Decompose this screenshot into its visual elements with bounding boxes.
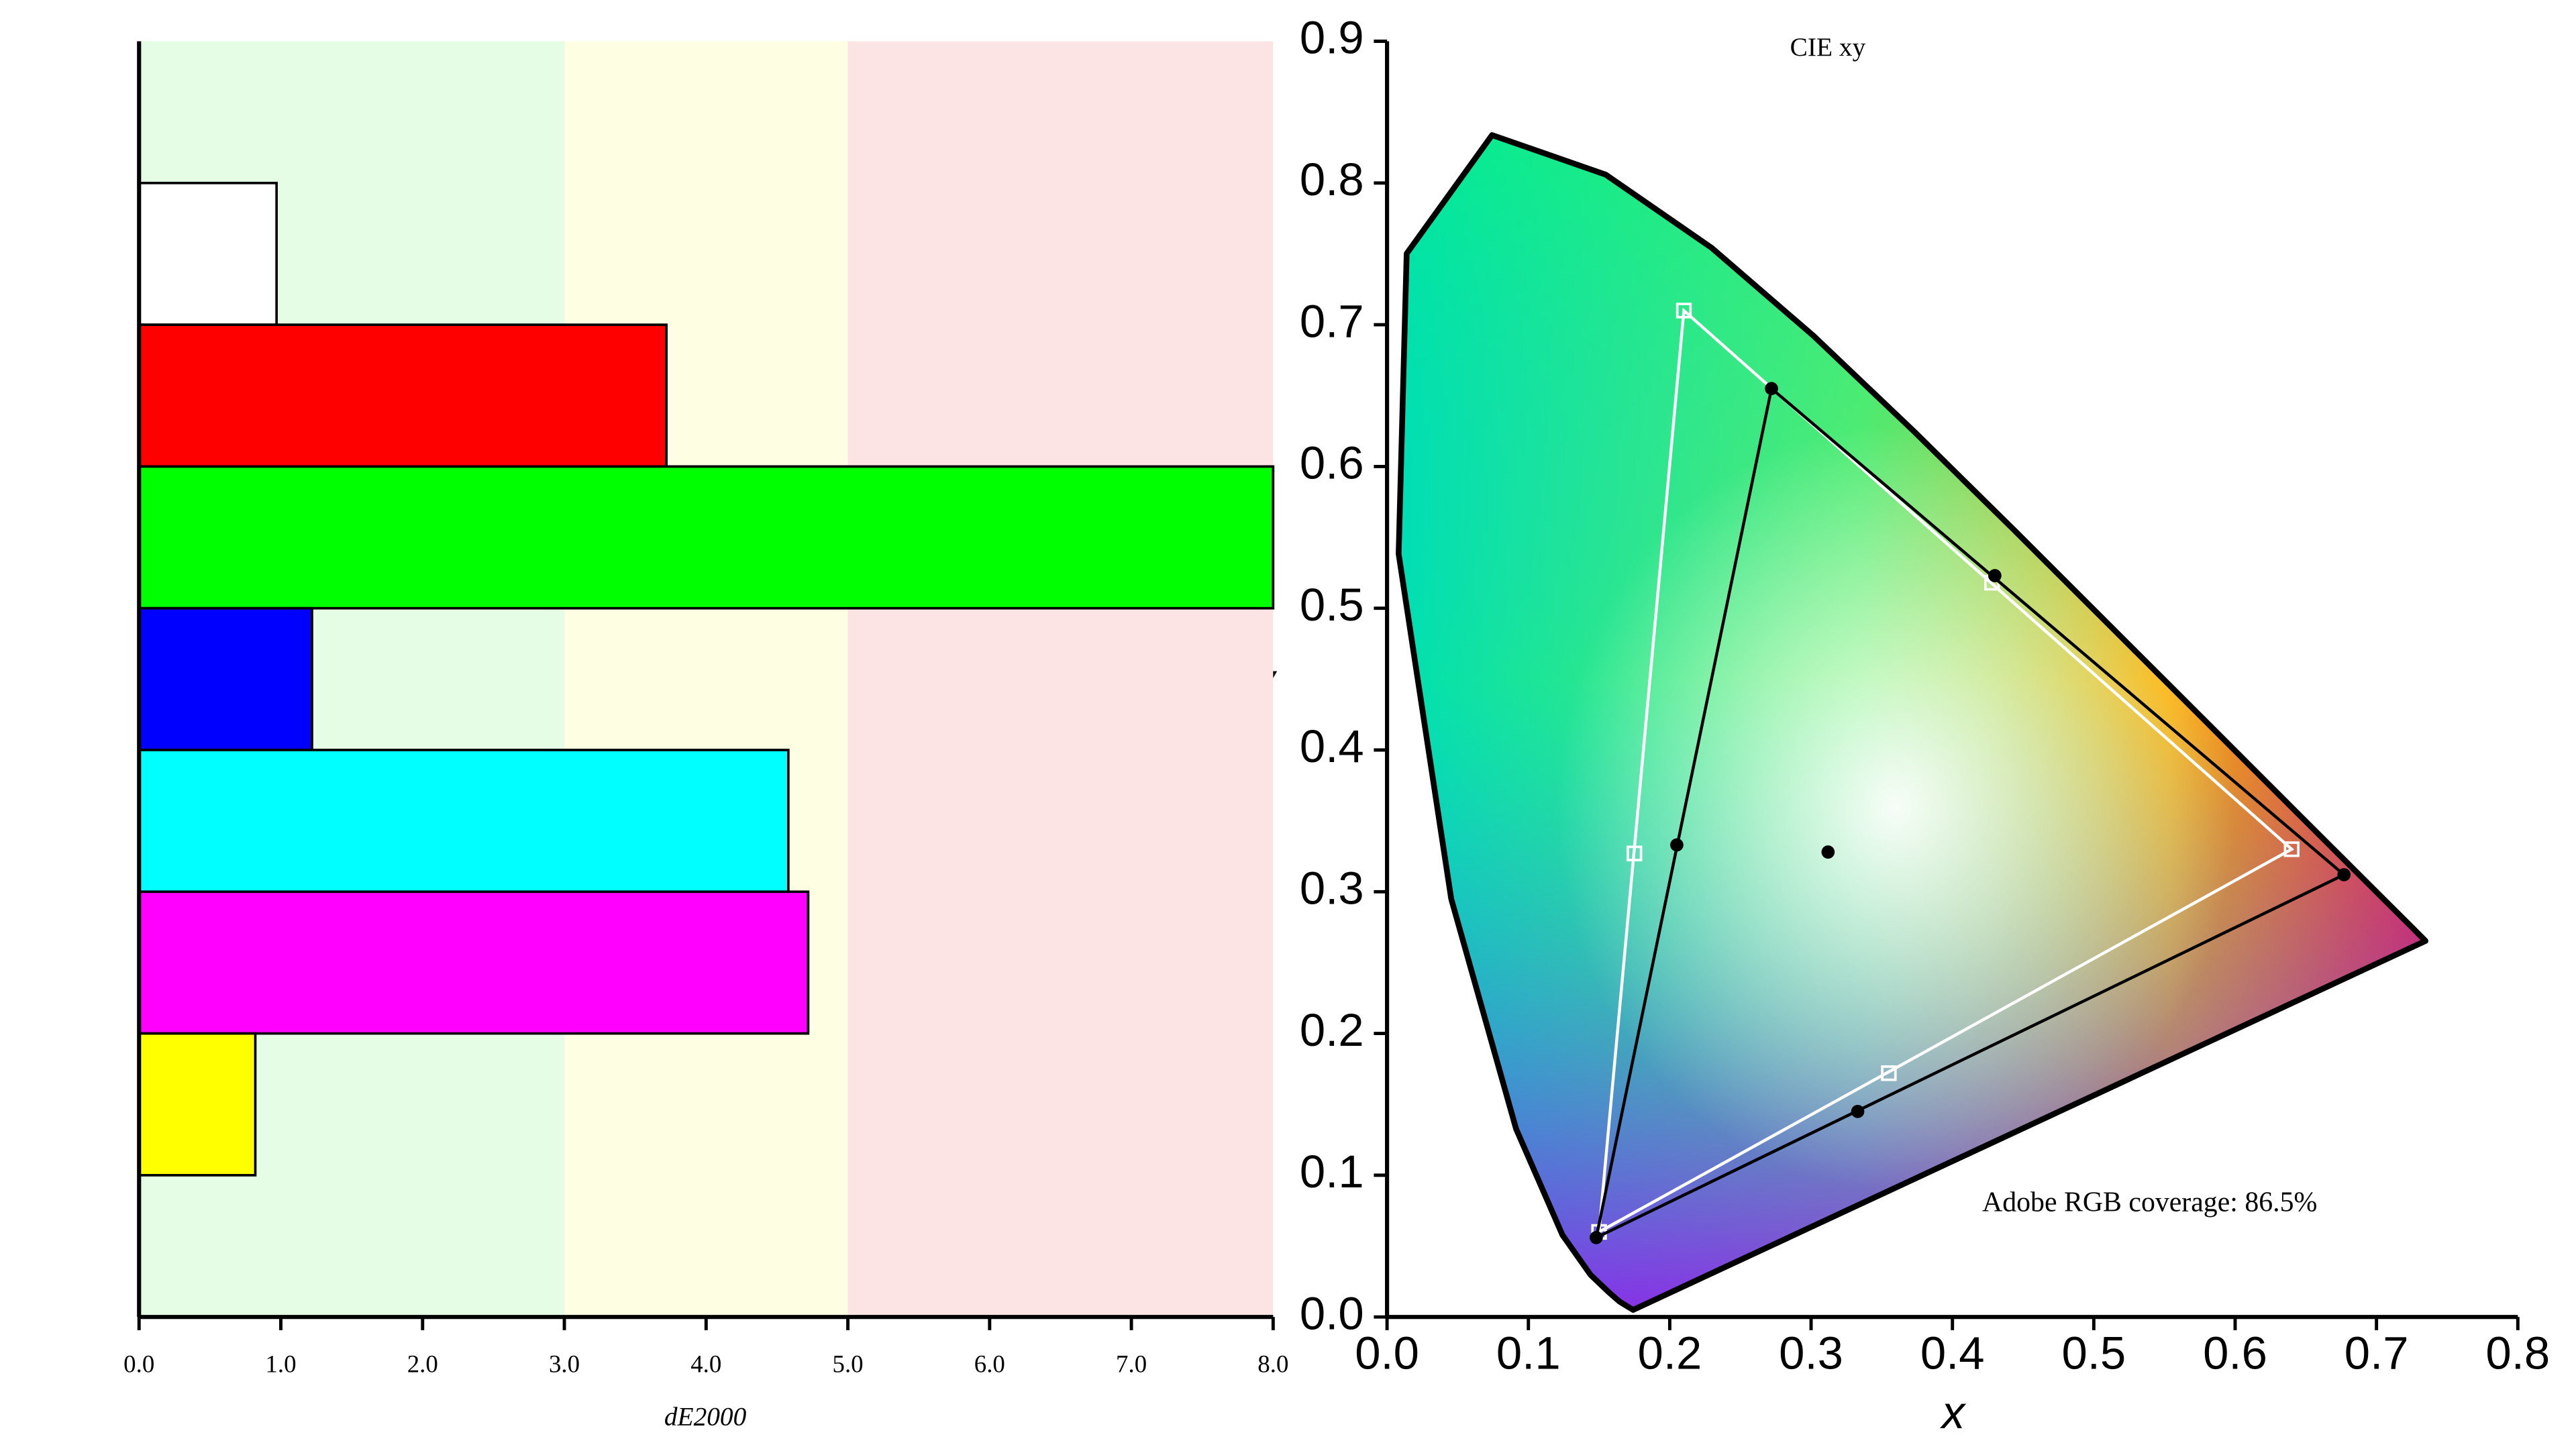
y-tick-label: 0.1 [1300, 1146, 1364, 1197]
bar [138, 1032, 257, 1177]
y-tick-label: 0.2 [1300, 1004, 1364, 1056]
x-axis-label: x [1940, 1387, 1967, 1438]
y-tick-label: 0.5 [1300, 579, 1364, 631]
y-tick-label: 0.8 [1300, 154, 1364, 205]
x-tick-label: 4.0 [690, 1350, 721, 1377]
measured-point [1851, 1104, 1865, 1118]
annotation: Adobe RGB coverage: 86.5% [1982, 1187, 2317, 1218]
y-tick-label: 0.0 [1300, 1287, 1364, 1339]
measured-point [1765, 382, 1778, 396]
x-tick-label: 1.0 [265, 1350, 296, 1377]
measured-point [1821, 845, 1835, 859]
y-tick-label: 0.7 [1300, 295, 1364, 347]
x-tick-label: 0.7 [2345, 1327, 2409, 1379]
bar [138, 749, 790, 894]
locus-shading [1398, 135, 2426, 1310]
x-tick-label: 0.6 [2203, 1327, 2267, 1379]
y-tick-label: 0.4 [1300, 720, 1364, 772]
x-tick-label: 0.3 [1779, 1327, 1843, 1379]
bar [138, 323, 668, 468]
shade [1398, 135, 2426, 1310]
x-tick-label: 0.4 [1920, 1327, 1985, 1379]
zone [564, 41, 848, 1318]
bar [138, 181, 278, 326]
x-tick-label: 5.0 [833, 1350, 864, 1377]
x-tick-label: 0.8 [2485, 1327, 2550, 1379]
measured-point [1590, 1231, 1603, 1244]
measured-point [2337, 868, 2351, 881]
y-tick-label: 0.6 [1300, 437, 1364, 489]
y-tick-label: 0.9 [1300, 12, 1364, 64]
x-tick-label: 8.0 [1257, 1350, 1288, 1377]
bar [138, 465, 1275, 610]
target-point [1627, 845, 1643, 861]
gamut-triangle [1597, 307, 2295, 1235]
x-tick-label: 0.2 [1638, 1327, 1702, 1379]
y-tick-label: 0.3 [1300, 862, 1364, 914]
x-tick-label: 0.0 [1355, 1327, 1419, 1379]
bar [138, 890, 810, 1035]
x-tick-label: 0.0 [123, 1350, 154, 1377]
x-tick-label: 6.0 [974, 1350, 1005, 1377]
target-point [1881, 1065, 1897, 1081]
x-axis-label: dE2000 [664, 1402, 747, 1432]
target-point [2283, 841, 2300, 857]
gamut-triangle [1594, 386, 2347, 1240]
chart-title: CIE xy [1790, 32, 1866, 62]
x-tick-label: 0.5 [2061, 1327, 2126, 1379]
x-tick-label: 2.0 [407, 1350, 438, 1377]
bar [138, 606, 313, 751]
x-tick-label: 7.0 [1116, 1350, 1147, 1377]
target-point [1676, 303, 1692, 319]
zone [847, 41, 1274, 1318]
measured-point [1988, 569, 2002, 582]
locus-outline [1396, 132, 2429, 1313]
x-tick-label: 0.1 [1496, 1327, 1561, 1379]
measured-point [1670, 838, 1684, 852]
x-tick-label: 3.0 [549, 1350, 580, 1377]
